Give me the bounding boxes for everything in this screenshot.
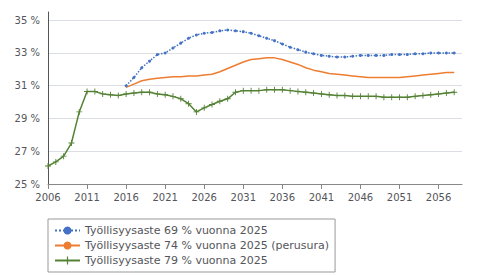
svg-text:2041: 2041 [309,192,334,203]
svg-text:33 %: 33 % [15,47,40,58]
svg-text:25 %: 25 % [15,179,40,190]
svg-text:2021: 2021 [152,192,177,203]
svg-text:Työllisyysaste 69 % vuonna 202: Työllisyysaste 69 % vuonna 2025 [84,224,268,237]
svg-text:2011: 2011 [74,192,99,203]
svg-text:2031: 2031 [231,192,256,203]
svg-text:2051: 2051 [387,192,412,203]
svg-text:2046: 2046 [348,192,373,203]
svg-text:35 %: 35 % [15,15,40,26]
svg-text:2036: 2036 [270,192,295,203]
svg-text:31 %: 31 % [15,80,40,91]
svg-text:Työllisyysaste 79 % vuonna 202: Työllisyysaste 79 % vuonna 2025 [84,254,268,267]
svg-text:2006: 2006 [35,192,60,203]
svg-text:27 %: 27 % [15,146,40,157]
svg-text:29 %: 29 % [15,113,40,124]
svg-text:2056: 2056 [426,192,451,203]
svg-text:2016: 2016 [113,192,138,203]
svg-text:2026: 2026 [191,192,216,203]
svg-text:Työllisyysaste 74 % vuonna 202: Työllisyysaste 74 % vuonna 2025 (perusur… [84,239,329,252]
